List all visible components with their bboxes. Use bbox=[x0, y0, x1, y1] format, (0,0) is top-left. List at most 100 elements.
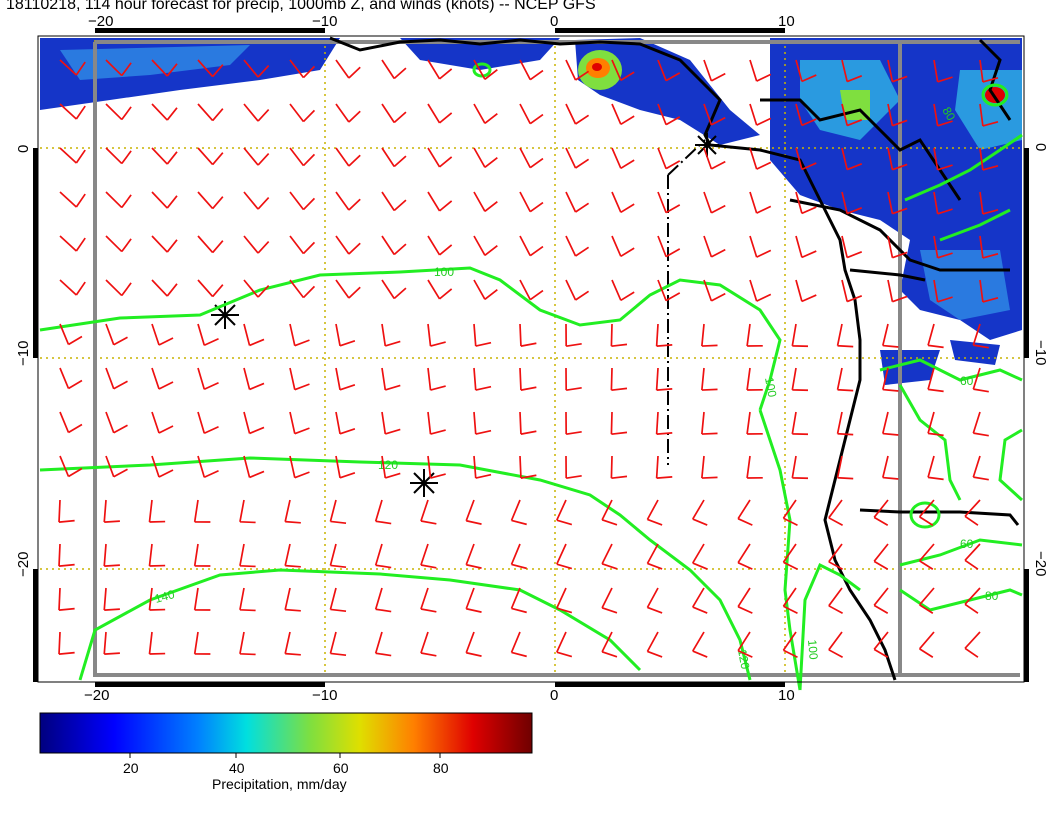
wind-barb bbox=[427, 455, 446, 479]
wind-barb bbox=[964, 543, 981, 570]
wind-barb bbox=[836, 411, 854, 436]
wind-barb bbox=[381, 191, 407, 212]
wind-barb bbox=[105, 411, 128, 434]
wind-barb bbox=[151, 323, 174, 346]
wind-barb bbox=[197, 279, 224, 298]
wind-barb bbox=[918, 587, 935, 614]
y-tick-left: 0 bbox=[15, 145, 32, 153]
wind-barb bbox=[465, 631, 482, 657]
wind-barb bbox=[601, 499, 618, 526]
wind-barb bbox=[335, 367, 356, 391]
wind-barb bbox=[197, 235, 224, 254]
wind-barb bbox=[933, 279, 953, 303]
wind-barb bbox=[284, 543, 301, 568]
wind-barb bbox=[873, 499, 889, 527]
wind-barb bbox=[193, 587, 211, 611]
wind-barb bbox=[103, 587, 120, 611]
wind-barb bbox=[151, 455, 174, 478]
contour-label: 100 bbox=[434, 265, 454, 279]
wind-barb bbox=[148, 587, 166, 611]
contour-label: 80 bbox=[939, 105, 958, 124]
wind-barb bbox=[105, 323, 128, 346]
wind-barb bbox=[556, 499, 573, 526]
wind-barb bbox=[243, 235, 270, 254]
wind-barb bbox=[979, 59, 999, 83]
wind-barb bbox=[519, 235, 544, 257]
wind-barb bbox=[473, 103, 498, 124]
wind-barb bbox=[610, 411, 628, 436]
wind-barb bbox=[601, 543, 618, 570]
wind-barb bbox=[243, 59, 270, 78]
wind-barb bbox=[746, 367, 763, 391]
wind-barb bbox=[381, 367, 401, 391]
wind-barb bbox=[836, 367, 854, 392]
colorbar-label: Precipitation, mm/day bbox=[212, 776, 347, 792]
wind-barb bbox=[59, 147, 86, 164]
wind-barb bbox=[243, 279, 270, 298]
wind-barb bbox=[473, 455, 492, 479]
wind-barb bbox=[565, 411, 582, 436]
wind-barb bbox=[565, 323, 582, 348]
colorbar-tick: 20 bbox=[123, 760, 139, 776]
y-tick-right: −10 bbox=[1032, 340, 1049, 365]
wind-barb bbox=[329, 587, 347, 613]
wind-barb bbox=[795, 235, 817, 259]
wind-barb bbox=[746, 455, 763, 479]
x-tick-bottom: 0 bbox=[550, 687, 558, 704]
y-tick-left: −20 bbox=[15, 552, 32, 577]
marker-asterisks bbox=[211, 133, 719, 497]
wind-barb bbox=[243, 455, 265, 479]
wind-barb bbox=[782, 631, 798, 658]
wind-barb bbox=[151, 411, 174, 434]
wind-barb bbox=[881, 411, 899, 436]
wind-barb bbox=[791, 411, 809, 436]
wind-barb bbox=[289, 279, 316, 299]
wind-barb bbox=[927, 323, 944, 349]
wind-barbs bbox=[58, 59, 999, 659]
wind-barb bbox=[289, 59, 316, 79]
wind-barb bbox=[465, 587, 482, 613]
wind-barb bbox=[918, 499, 935, 526]
wind-barb bbox=[610, 323, 628, 348]
wind-barb bbox=[749, 59, 772, 82]
wind-barb bbox=[59, 411, 83, 434]
wind-barb bbox=[701, 455, 718, 479]
wind-barb bbox=[610, 455, 628, 480]
wind-barb bbox=[335, 59, 361, 79]
wind-barb bbox=[427, 191, 453, 212]
wind-barb bbox=[243, 411, 265, 435]
wind-barb bbox=[841, 235, 863, 259]
colorbar bbox=[39, 712, 533, 754]
wind-barb bbox=[151, 279, 178, 297]
wind-barb bbox=[519, 103, 544, 125]
wind-barb bbox=[933, 147, 953, 171]
wind-barb bbox=[105, 191, 132, 209]
wind-barb bbox=[933, 59, 953, 83]
wind-barb bbox=[519, 455, 537, 479]
wind-barb bbox=[510, 631, 527, 658]
wind-barb bbox=[927, 455, 944, 481]
wind-barb bbox=[289, 455, 310, 479]
wind-barb bbox=[284, 499, 301, 524]
wind-barb bbox=[565, 191, 590, 213]
wind-barb bbox=[749, 279, 772, 302]
tick-labels: −20 −10 0 10 −20 −10 0 10 0 −10 −20 0 −1… bbox=[15, 13, 1049, 704]
wind-barb bbox=[841, 147, 863, 171]
colorbar-ticks bbox=[129, 753, 441, 758]
wind-barb bbox=[473, 191, 498, 212]
wind-barb bbox=[972, 367, 989, 393]
wind-barb bbox=[657, 103, 681, 126]
wind-barb bbox=[979, 279, 999, 303]
wind-barb bbox=[239, 587, 256, 612]
wind-barb bbox=[420, 631, 437, 657]
wind-barb bbox=[979, 191, 999, 215]
wind-barb bbox=[703, 103, 726, 126]
wind-barb bbox=[737, 631, 753, 658]
wind-barb bbox=[381, 147, 407, 168]
wind-barb bbox=[151, 367, 174, 390]
wind-barb bbox=[791, 323, 809, 348]
wind-barb bbox=[335, 455, 356, 479]
wind-barb bbox=[887, 191, 908, 215]
wind-barb bbox=[58, 587, 75, 611]
